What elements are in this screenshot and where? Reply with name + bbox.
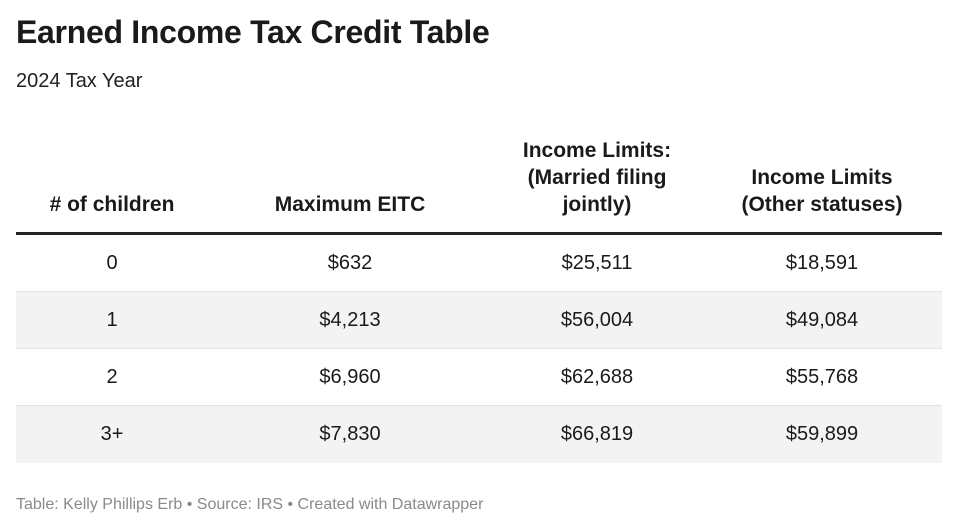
table-cell: $56,004 [560,308,634,331]
table-header: # of children Maximum EITC Income Limits: … [16,128,942,235]
title: Earned Income Tax Credit Table [16,14,490,50]
column-header: Income Limits: (Married filing jointly) [492,128,702,232]
column-header-text: # of children [49,193,175,216]
footer: Table: Kelly Phillips Erb • Source: IRS … [16,496,484,513]
table-cell: 3+ [100,423,124,445]
table-cell: $66,819 [560,423,634,445]
table-cell: $632 [327,251,373,274]
column-header: # of children [16,128,208,232]
table-cell: $49,084 [785,308,859,331]
table-cell: 0 [106,251,118,274]
table-cell: $62,688 [560,365,634,388]
subtitle: 2024 Tax Year [16,70,143,92]
table: # of children Maximum EITC Income Limits: … [16,128,942,463]
table-cell: $7,830 [319,423,381,445]
column-header: Income Limits (Other statuses) [702,128,942,232]
column-header-text: Maximum EITC [274,193,426,216]
table-cell: $6,960 [319,365,381,388]
column-header-text: Income Limits: (Married filing jointly) [522,139,672,216]
table-cell: 1 [106,308,118,331]
table-cell: $59,899 [785,423,859,445]
table-row: 2 $6,960 $62,688 $55,768 [16,349,942,406]
table-cell: $4,213 [319,308,381,331]
table-body: 0 $632 $25,511 $18,591 1 $4,213 $56,004 $49,084… [16,235,942,463]
table-cell: $25,511 [561,251,633,274]
column-header-text: Income Limits (Other statuses) [741,166,903,216]
table-row: 1 $4,213 $56,004 $49,084 [16,292,942,349]
table-row: 0 $632 $25,511 $18,591 [16,235,942,292]
table-cell: $55,768 [785,365,859,388]
column-header: Maximum EITC [208,128,492,232]
table-cell: $18,591 [785,251,859,274]
table-row: 3+ $7,830 $66,819 $59,899 [16,406,942,463]
table-cell: 2 [106,365,118,388]
